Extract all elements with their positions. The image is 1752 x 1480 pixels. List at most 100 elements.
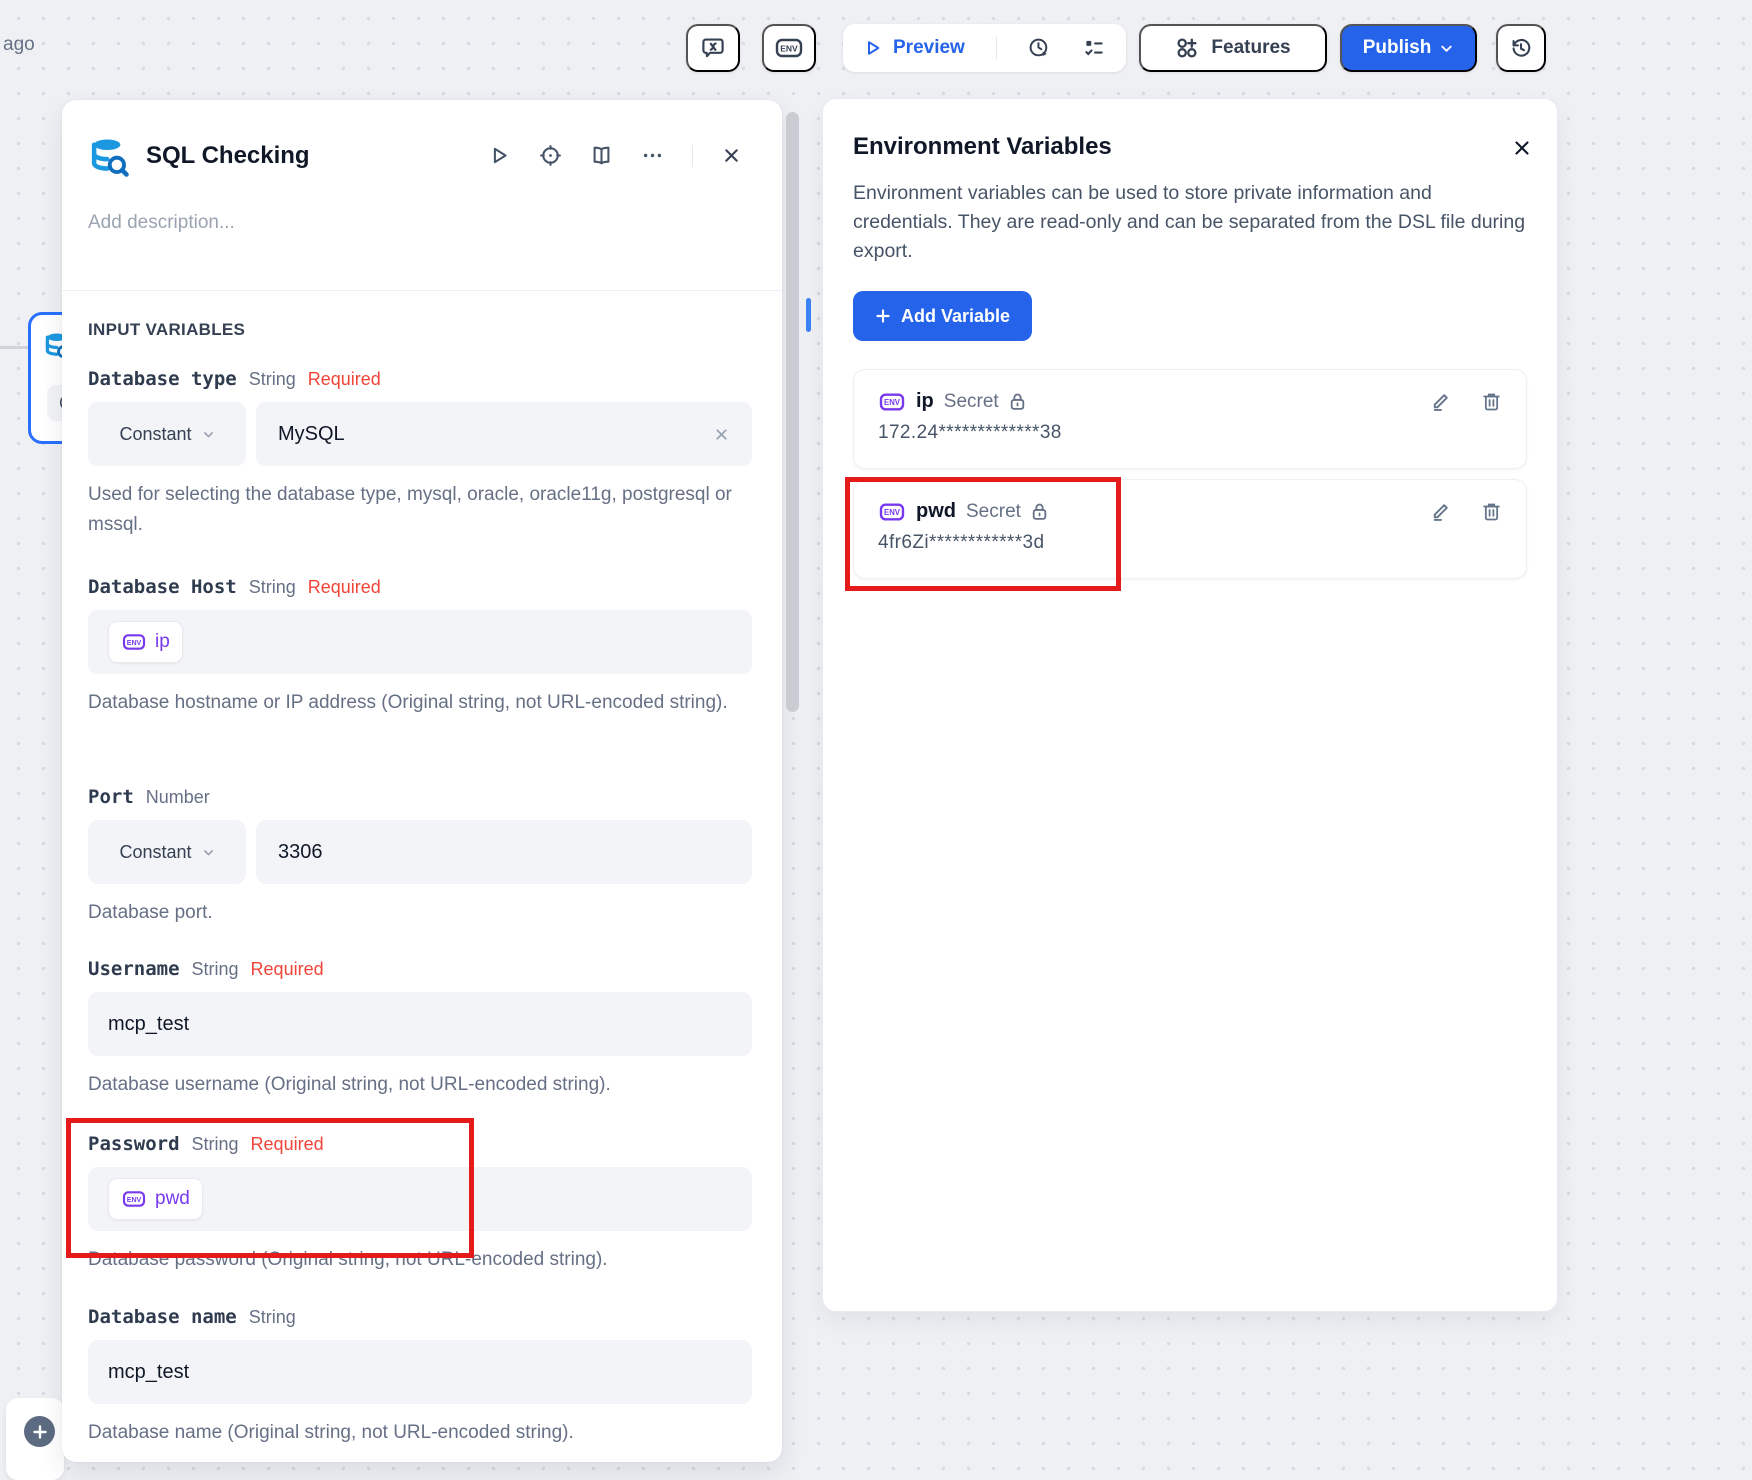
annotation-button[interactable] [686, 24, 740, 72]
env-variable-card-ip[interactable]: ENV ip Secret [853, 369, 1527, 469]
required-badge: Required [250, 959, 324, 979]
env-icon: ENV [121, 1189, 147, 1209]
chevron-down-icon [1439, 41, 1454, 56]
add-node-button[interactable] [24, 1416, 55, 1447]
edit-icon[interactable] [1430, 391, 1451, 412]
env-variable-token-ip[interactable]: ENV ip [108, 621, 183, 663]
field-help: Database hostname or IP address (Origina… [88, 692, 728, 713]
token-label: pwd [155, 1188, 190, 1209]
variable-name: pwd [916, 500, 956, 522]
database-type-input[interactable]: MySQL [256, 402, 752, 466]
svg-text:ENV: ENV [127, 1196, 142, 1204]
mode-select-database-type[interactable]: Constant [88, 402, 246, 466]
variable-kind: Secret [943, 390, 999, 412]
preview-group: Preview [843, 24, 1126, 72]
field-label: Database type [88, 368, 237, 390]
field-database-host: Database Host String Required ENV ip Dat… [88, 576, 752, 718]
env-icon: ENV [774, 36, 804, 60]
field-label: Database Host [88, 576, 237, 598]
features-icon [1175, 36, 1199, 60]
field-help: Database name (Original string, not URL-… [88, 1422, 574, 1443]
field-help: Database username (Original string, not … [88, 1074, 611, 1095]
node-config-panel: SQL Checking [62, 100, 782, 1462]
field-label: Password [88, 1133, 180, 1155]
panel-resize-handle[interactable] [806, 298, 811, 332]
close-icon[interactable] [1511, 137, 1533, 159]
database-name-input[interactable]: mcp_test [88, 1340, 752, 1404]
lock-icon [1009, 392, 1026, 411]
publish-button[interactable]: Publish [1340, 24, 1477, 72]
token-label: ip [155, 631, 170, 652]
field-help: Used for selecting the database type, my… [88, 484, 732, 535]
preview-button[interactable]: Preview [863, 37, 965, 59]
docs-book-icon[interactable] [590, 144, 613, 167]
port-input[interactable]: 3306 [256, 820, 752, 884]
svg-text:ENV: ENV [884, 398, 901, 407]
node-actions [488, 144, 742, 167]
variable-masked-value: 172.24*************38 [878, 422, 1062, 443]
node-connector-line [0, 346, 30, 349]
run-node-icon[interactable] [488, 144, 511, 167]
field-password: Password String Required ENV pwd Databas… [88, 1133, 752, 1275]
field-type: String [191, 1134, 239, 1154]
field-help: Database password (Original string, not … [88, 1249, 608, 1270]
checklist-icon[interactable] [1082, 36, 1106, 60]
input-variables-heading: INPUT VARIABLES [88, 320, 246, 339]
clear-icon[interactable] [713, 426, 730, 443]
panel-scrollbar[interactable] [786, 112, 799, 712]
required-badge: Required [307, 369, 381, 389]
field-help: Database port. [88, 902, 213, 923]
publish-label: Publish [1362, 37, 1432, 58]
env-icon: ENV [121, 632, 147, 652]
field-port: Port Number Constant 3306 Database port. [88, 786, 752, 928]
more-options-icon[interactable] [641, 144, 664, 167]
play-icon [863, 38, 883, 58]
toolbar-divider [995, 37, 997, 59]
field-label: Port [88, 786, 134, 808]
header-divider [692, 144, 693, 167]
edit-icon[interactable] [1430, 501, 1451, 522]
env-panel-description: Environment variables can be used to sto… [853, 182, 1526, 262]
annotation-icon [701, 36, 725, 60]
history-icon [1509, 36, 1533, 60]
database-host-input[interactable]: ENV ip [88, 610, 752, 674]
node-title[interactable]: SQL Checking [146, 142, 310, 169]
close-icon[interactable] [721, 145, 742, 166]
svg-text:ENV: ENV [127, 639, 142, 647]
version-history-button[interactable] [1496, 24, 1546, 72]
delete-icon[interactable] [1481, 391, 1502, 412]
required-badge: Required [250, 1134, 324, 1154]
environment-variables-panel: Environment Variables Environment variab… [822, 98, 1558, 1312]
mode-select-port[interactable]: Constant [88, 820, 246, 884]
run-history-icon[interactable] [1027, 36, 1051, 60]
field-username: Username String Required mcp_test Databa… [88, 958, 752, 1100]
autosave-timestamp: ago [3, 34, 35, 55]
chevron-down-icon [203, 849, 213, 855]
field-label: Username [88, 958, 180, 980]
field-type: String [248, 1307, 296, 1327]
field-type: String [248, 369, 296, 389]
chevron-down-icon [203, 431, 213, 437]
features-button[interactable]: Features [1139, 24, 1327, 72]
node-description-input[interactable]: Add description... [88, 212, 235, 233]
preview-label: Preview [893, 37, 965, 58]
env-variable-token-pwd[interactable]: ENV pwd [108, 1178, 203, 1220]
add-variable-button[interactable]: Add Variable [853, 291, 1033, 341]
svg-text:ENV: ENV [884, 508, 901, 517]
field-database-type: Database type String Required Constant M… [88, 368, 752, 540]
variable-name: ip [916, 390, 934, 412]
database-search-icon [88, 136, 130, 178]
svg-text:ENV: ENV [780, 44, 798, 54]
env-variables-button[interactable]: ENV [762, 24, 816, 72]
variable-kind: Secret [966, 500, 1021, 522]
username-input[interactable]: mcp_test [88, 992, 752, 1056]
env-icon: ENV [878, 391, 906, 413]
field-type: String [191, 959, 239, 979]
password-input[interactable]: ENV pwd [88, 1167, 752, 1231]
plus-icon [876, 309, 890, 323]
env-variable-card-pwd[interactable]: ENV pwd Secret [853, 479, 1527, 579]
focus-target-icon[interactable] [539, 144, 562, 167]
field-label: Database name [88, 1306, 237, 1328]
delete-icon[interactable] [1481, 501, 1502, 522]
